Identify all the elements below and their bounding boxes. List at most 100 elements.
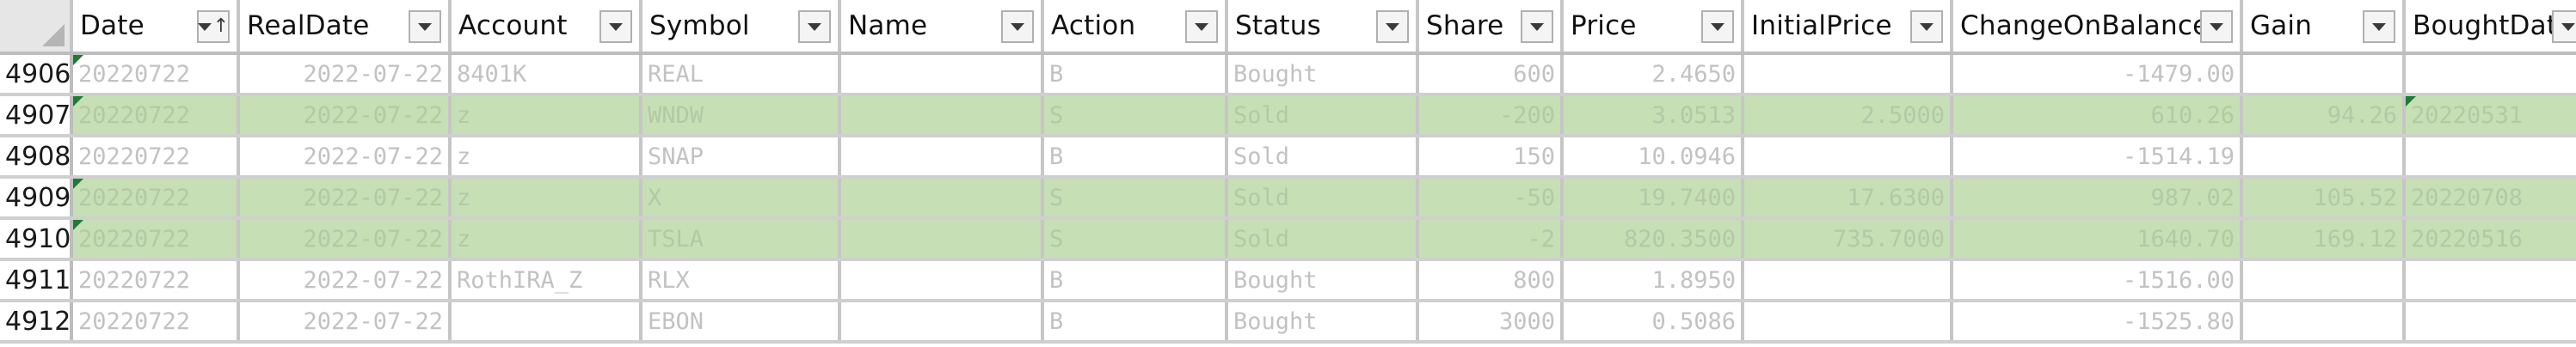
filter-dropdown-button[interactable] [1185,10,1218,43]
cell-share[interactable]: 3000 [1417,301,1564,344]
cell-change-on-balance[interactable]: 987.02 [1952,177,2243,220]
cell-status[interactable]: Sold [1227,218,1419,261]
cell-gain[interactable] [2241,301,2406,344]
filter-dropdown-button[interactable] [2200,10,2233,43]
cell-status[interactable]: Bought [1227,301,1419,344]
cell-action[interactable]: S [1042,177,1228,220]
select-all-corner[interactable] [0,0,73,55]
cell-price[interactable]: 1.8950 [1562,259,1744,302]
cell-price[interactable]: 0.5086 [1562,301,1744,344]
filter-dropdown-button[interactable] [2363,10,2395,43]
filter-dropdown-button[interactable] [1910,10,1943,43]
cell-initial-price[interactable] [1743,301,1953,344]
table-row[interactable]: 4907 20220722 2022-07-22 z WNDW S Sold -200 3.05… [0,94,2576,137]
table-row[interactable]: 4910 20220722 2022-07-22 z TSLA S Sold -2 820.35… [0,218,2576,261]
cell-name[interactable] [839,94,1044,137]
cell-action[interactable]: B [1042,259,1228,302]
cell-account[interactable]: z [450,177,642,220]
cell-share[interactable]: -50 [1417,177,1564,220]
filter-dropdown-button[interactable] [1001,10,1034,43]
table-row[interactable]: 4912 20220722 2022-07-22 EBON B Bought 3000 0.5… [0,301,2576,344]
row-number[interactable]: 4908 [0,136,73,179]
cell-date[interactable]: 20220722 [71,259,240,302]
cell-name[interactable] [839,301,1044,344]
column-header-share[interactable]: Share [1417,0,1564,55]
cell-price[interactable]: 3.0513 [1562,94,1744,137]
cell-gain[interactable] [2241,259,2406,302]
cell-price[interactable]: 10.0946 [1562,136,1744,179]
cell-bought-date[interactable] [2404,301,2576,344]
row-number[interactable]: 4911 [0,259,73,302]
cell-real-date[interactable]: 2022-07-22 [238,94,452,137]
column-header-real-date[interactable]: RealDate [238,0,452,55]
cell-account[interactable]: z [450,136,642,179]
cell-account[interactable]: z [450,94,642,137]
cell-share[interactable]: -200 [1417,94,1564,137]
cell-share[interactable]: -2 [1417,218,1564,261]
cell-status[interactable]: Bought [1227,259,1419,302]
cell-bought-date[interactable] [2404,53,2576,96]
cell-name[interactable] [839,136,1044,179]
cell-change-on-balance[interactable]: -1525.80 [1952,301,2243,344]
cell-change-on-balance[interactable]: -1514.19 [1952,136,2243,179]
cell-change-on-balance[interactable]: -1479.00 [1952,53,2243,96]
cell-bought-date[interactable] [2404,136,2576,179]
cell-date[interactable]: 20220722 [71,94,240,137]
cell-symbol[interactable]: EBON [641,301,841,344]
cell-share[interactable]: 800 [1417,259,1564,302]
cell-gain[interactable] [2241,136,2406,179]
cell-bought-date[interactable]: 20220516 [2404,218,2576,261]
cell-date[interactable]: 20220722 [71,301,240,344]
cell-gain[interactable]: 94.26 [2241,94,2406,137]
cell-account[interactable] [450,301,642,344]
sort-filter-button[interactable]: ↑ [197,10,230,43]
cell-account[interactable]: 8401K [450,53,642,96]
cell-initial-price[interactable] [1743,259,1953,302]
cell-date[interactable]: 20220722 [71,218,240,261]
cell-share[interactable]: 600 [1417,53,1564,96]
column-header-name[interactable]: Name [839,0,1044,55]
cell-initial-price[interactable]: 2.5000 [1743,94,1953,137]
cell-date[interactable]: 20220722 [71,136,240,179]
column-header-gain[interactable]: Gain [2241,0,2406,55]
cell-gain[interactable] [2241,53,2406,96]
cell-initial-price[interactable] [1743,136,1953,179]
column-header-date[interactable]: Date ↑ [71,0,240,55]
filter-dropdown-button[interactable] [2552,10,2576,43]
column-header-action[interactable]: Action [1042,0,1228,55]
cell-symbol[interactable]: REAL [641,53,841,96]
cell-name[interactable] [839,53,1044,96]
cell-symbol[interactable]: RLX [641,259,841,302]
cell-symbol[interactable]: X [641,177,841,220]
filter-dropdown-button[interactable] [1376,10,1409,43]
cell-real-date[interactable]: 2022-07-22 [238,177,452,220]
cell-real-date[interactable]: 2022-07-22 [238,218,452,261]
cell-gain[interactable]: 105.52 [2241,177,2406,220]
cell-status[interactable]: Sold [1227,94,1419,137]
cell-bought-date[interactable] [2404,259,2576,302]
cell-real-date[interactable]: 2022-07-22 [238,259,452,302]
row-number[interactable]: 4909 [0,177,73,220]
cell-account[interactable]: z [450,218,642,261]
column-header-initial-price[interactable]: InitialPrice [1743,0,1953,55]
cell-status[interactable]: Sold [1227,177,1419,220]
cell-price[interactable]: 19.7400 [1562,177,1744,220]
cell-action[interactable]: B [1042,53,1228,96]
cell-name[interactable] [839,177,1044,220]
cell-symbol[interactable]: TSLA [641,218,841,261]
cell-gain[interactable]: 169.12 [2241,218,2406,261]
column-header-status[interactable]: Status [1227,0,1419,55]
cell-status[interactable]: Sold [1227,136,1419,179]
cell-name[interactable] [839,218,1044,261]
column-header-bought-date[interactable]: BoughtDate [2404,0,2576,55]
cell-action[interactable]: S [1042,218,1228,261]
column-header-symbol[interactable]: Symbol [641,0,841,55]
row-number[interactable]: 4907 [0,94,73,137]
cell-bought-date[interactable]: 20220708 [2404,177,2576,220]
cell-date[interactable]: 20220722 [71,53,240,96]
cell-symbol[interactable]: SNAP [641,136,841,179]
cell-price[interactable]: 2.4650 [1562,53,1744,96]
column-header-account[interactable]: Account [450,0,642,55]
cell-account[interactable]: RothIRA_Z [450,259,642,302]
table-row[interactable]: 4906 20220722 2022-07-22 8401K REAL B Bought 60… [0,53,2576,96]
